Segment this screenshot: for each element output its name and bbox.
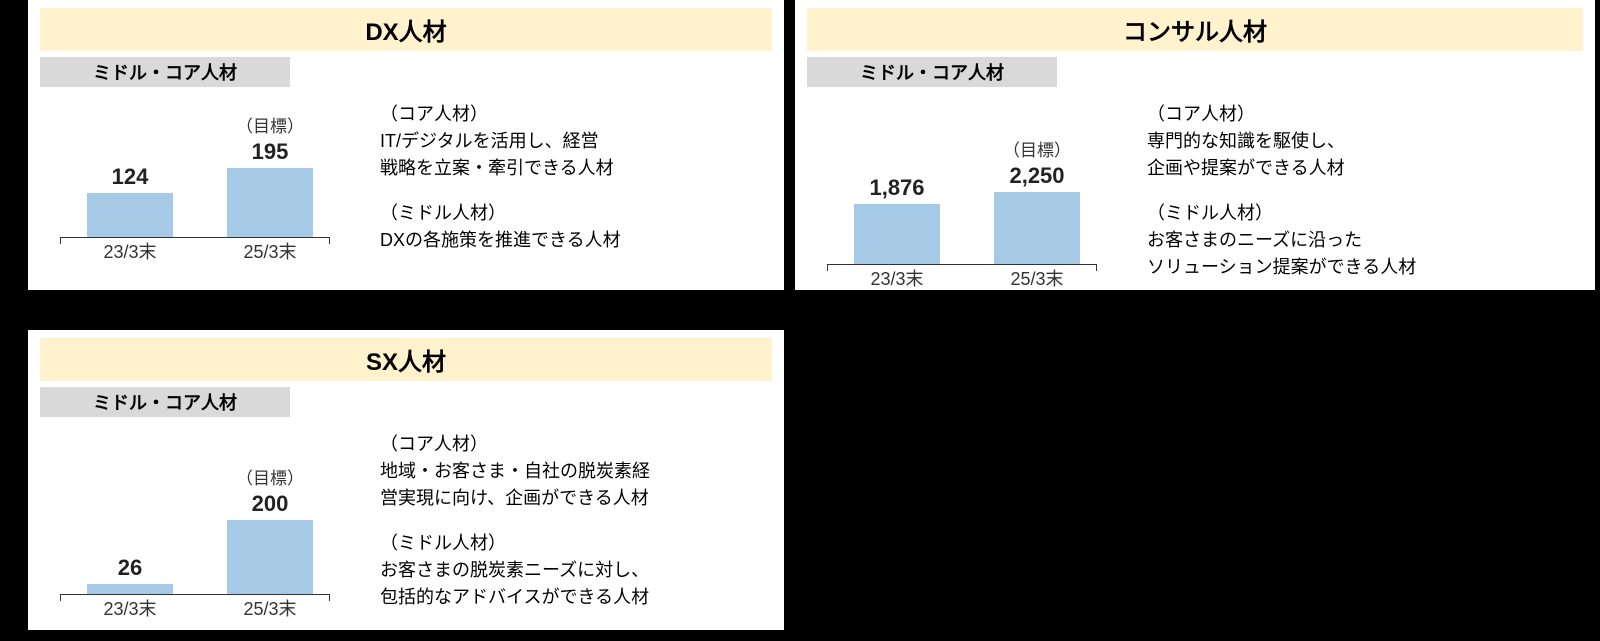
content-row: 124 23/3末 195 25/3末 （目標） （コア人材）IT/デジタルを活用し、経営… — [40, 91, 772, 264]
bar — [227, 168, 313, 237]
core-body: 地域・お客さま・自社の脱炭素経 営実現に向け、企画ができる人材 — [380, 458, 772, 512]
target-label: （目標） — [210, 464, 330, 489]
panel-subtitle: ミドル・コア人材 — [807, 57, 1057, 87]
target-label: （目標） — [210, 112, 330, 137]
bar-value: 1,876 — [837, 175, 957, 201]
bar-value: 2,250 — [977, 163, 1097, 189]
panel-subtitle: ミドル・コア人材 — [40, 57, 290, 87]
bar — [87, 193, 173, 237]
panel-title: コンサル人材 — [807, 8, 1583, 51]
core-body: IT/デジタルを活用し、経営 戦略を立案・牽引できる人材 — [380, 128, 772, 182]
core-title: （コア人材） — [380, 101, 772, 128]
panel-title: DX人材 — [40, 8, 772, 51]
chart-column: 1,87623/3末2,25025/3末（目標） — [807, 141, 1117, 291]
core-body: 専門的な知識を駆使し、 企画や提案ができる人材 — [1147, 128, 1583, 182]
x-label: 23/3末 — [70, 595, 190, 621]
bar-value: 195 — [210, 139, 330, 165]
panel-dx: DX人材ミドル・コア人材 124 23/3末 195 25/3末 （目標） （コア人材）IT… — [28, 0, 784, 290]
bar-value: 200 — [210, 491, 330, 517]
target-label: （目標） — [977, 136, 1097, 161]
middle-body: お客さまのニーズに沿った ソリューション提案ができる人材 — [1147, 227, 1583, 281]
middle-body: DXの各施策を推進できる人材 — [380, 227, 772, 254]
bar-value: 124 — [70, 164, 190, 190]
middle-body: お客さまの脱炭素ニーズに対し、 包括的なアドバイスができる人材 — [380, 557, 772, 611]
panel-title: SX人材 — [40, 338, 772, 381]
middle-title: （ミドル人材） — [380, 200, 772, 227]
panel-subtitle: ミドル・コア人材 — [40, 387, 290, 417]
bar — [227, 520, 313, 594]
bar — [87, 584, 173, 594]
bar-chart: 1,87623/3末2,25025/3末（目標） — [807, 141, 1117, 291]
middle-title: （ミドル人材） — [380, 530, 772, 557]
x-label: 23/3末 — [837, 265, 957, 291]
core-title: （コア人材） — [1147, 101, 1583, 128]
content-row: 1,876 23/3末 2,250 25/3末 （目標） （コア人材）専門的な知識を駆使し… — [807, 91, 1583, 291]
axis-tick — [60, 595, 61, 601]
middle-title: （ミドル人材） — [1147, 200, 1583, 227]
bar-chart: 124 23/3末 195 25/3末 （目標） — [40, 114, 350, 264]
x-label: 25/3末 — [977, 265, 1097, 291]
axis-tick — [60, 238, 61, 244]
chart-column: 2623/3末20025/3末（目標） — [40, 471, 350, 621]
description-column: （コア人材）専門的な知識を駆使し、 企画や提案ができる人材 （ミドル人材）お客さま… — [1147, 101, 1583, 291]
core-title: （コア人材） — [380, 431, 772, 458]
axis-tick — [827, 265, 828, 271]
content-row: 26 23/3末 200 25/3末 （目標） （コア人材）地域・お客さま・自社の脱炭素経… — [40, 421, 772, 621]
description-column: （コア人材）地域・お客さま・自社の脱炭素経 営実現に向け、企画ができる人材 （ミド… — [380, 431, 772, 621]
panel-consult: コンサル人材ミドル・コア人材 1,876 23/3末 2,250 25/3末 （目標） （コ… — [795, 0, 1595, 290]
bar-chart: 2623/3末20025/3末（目標） — [40, 471, 350, 621]
description-column: （コア人材）IT/デジタルを活用し、経営 戦略を立案・牽引できる人材 （ミドル人材… — [380, 101, 772, 264]
bar — [994, 192, 1080, 264]
bar-value: 26 — [70, 555, 190, 581]
x-label: 25/3末 — [210, 595, 330, 621]
panel-sx: SX人材ミドル・コア人材 26 23/3末 200 25/3末 （目標） （コア人材）地域・… — [28, 330, 784, 630]
bar — [854, 204, 940, 264]
x-label: 23/3末 — [70, 238, 190, 264]
x-label: 25/3末 — [210, 238, 330, 264]
chart-column: 124 23/3末 195 25/3末 （目標） — [40, 114, 350, 264]
